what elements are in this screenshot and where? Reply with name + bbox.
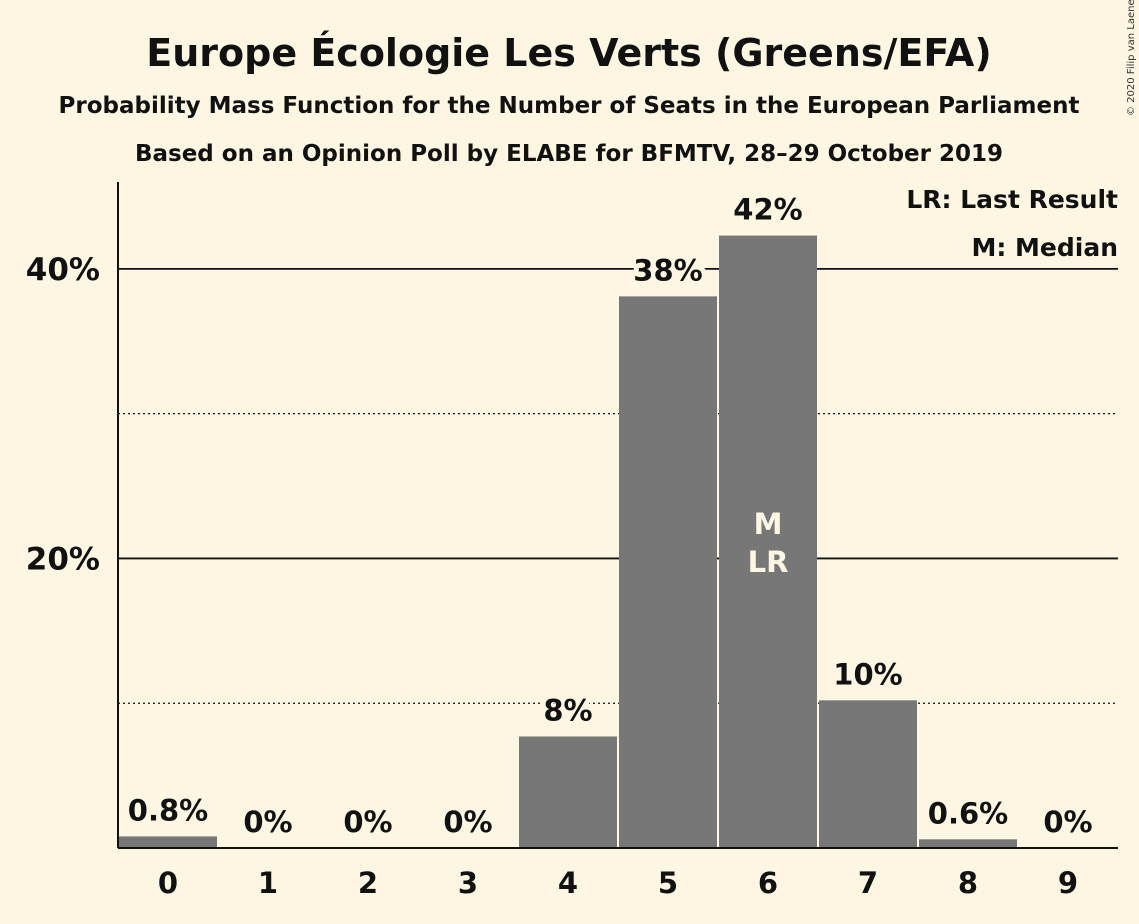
legend-last-result: LR: Last Result: [906, 185, 1118, 214]
y-tick-label-40: 40%: [26, 252, 100, 288]
data-label-8: 0.6%: [928, 796, 1008, 830]
x-tick-label-8: 8: [958, 866, 978, 900]
x-tick-label-5: 5: [658, 866, 678, 900]
data-label-7: 10%: [833, 657, 902, 691]
bar-seats-5: [619, 296, 717, 848]
data-label-4: 8%: [543, 694, 592, 728]
bars-group: [119, 235, 1017, 848]
chart-subtitle-source: Based on an Opinion Poll by ELABE for BF…: [135, 141, 1003, 167]
x-tick-label-0: 0: [158, 866, 178, 900]
bar-seats-0: [119, 836, 217, 848]
x-tick-label-4: 4: [558, 866, 578, 900]
data-label-2: 0%: [343, 805, 392, 839]
x-tick-label-3: 3: [458, 866, 478, 900]
data-label-6: 42%: [733, 193, 802, 227]
data-label-1: 0%: [243, 805, 292, 839]
bar-seats-7: [819, 700, 917, 848]
bar-seats-6: [719, 235, 817, 848]
copyright-text: © 2020 Filip van Laenen: [1126, 0, 1137, 116]
x-tick-label-6: 6: [758, 866, 778, 900]
gridlines: [118, 267, 1118, 704]
legend-median: M: Median: [971, 233, 1118, 262]
x-tick-label-9: 9: [1058, 866, 1078, 900]
x-tick-label-1: 1: [258, 866, 278, 900]
median-marker: M: [754, 507, 783, 541]
data-label-3: 0%: [443, 805, 492, 839]
bar-seats-8: [919, 839, 1017, 848]
axes: 20% 40%: [26, 182, 1118, 849]
data-label-0: 0.8%: [128, 793, 208, 827]
x-tick-label-7: 7: [858, 866, 878, 900]
y-tick-label-20: 20%: [26, 541, 100, 577]
data-label-5: 38%: [633, 253, 702, 287]
chart-title: Europe Écologie Les Verts (Greens/EFA): [146, 31, 991, 75]
data-label-9: 0%: [1043, 805, 1092, 839]
x-tick-label-2: 2: [358, 866, 378, 900]
bar-seats-4: [519, 736, 617, 848]
chart-subtitle: Probability Mass Function for the Number…: [59, 93, 1080, 119]
last-result-marker: LR: [748, 545, 789, 579]
